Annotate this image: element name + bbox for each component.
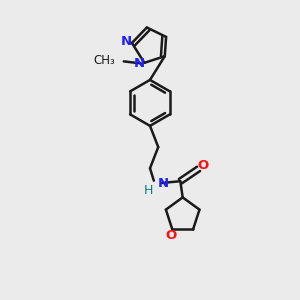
Text: O: O [166, 229, 177, 242]
Text: O: O [197, 159, 208, 172]
Text: H: H [144, 184, 154, 196]
Text: N: N [134, 57, 145, 70]
Text: N: N [158, 177, 169, 190]
Text: N: N [121, 35, 132, 48]
Text: CH₃: CH₃ [94, 54, 116, 67]
